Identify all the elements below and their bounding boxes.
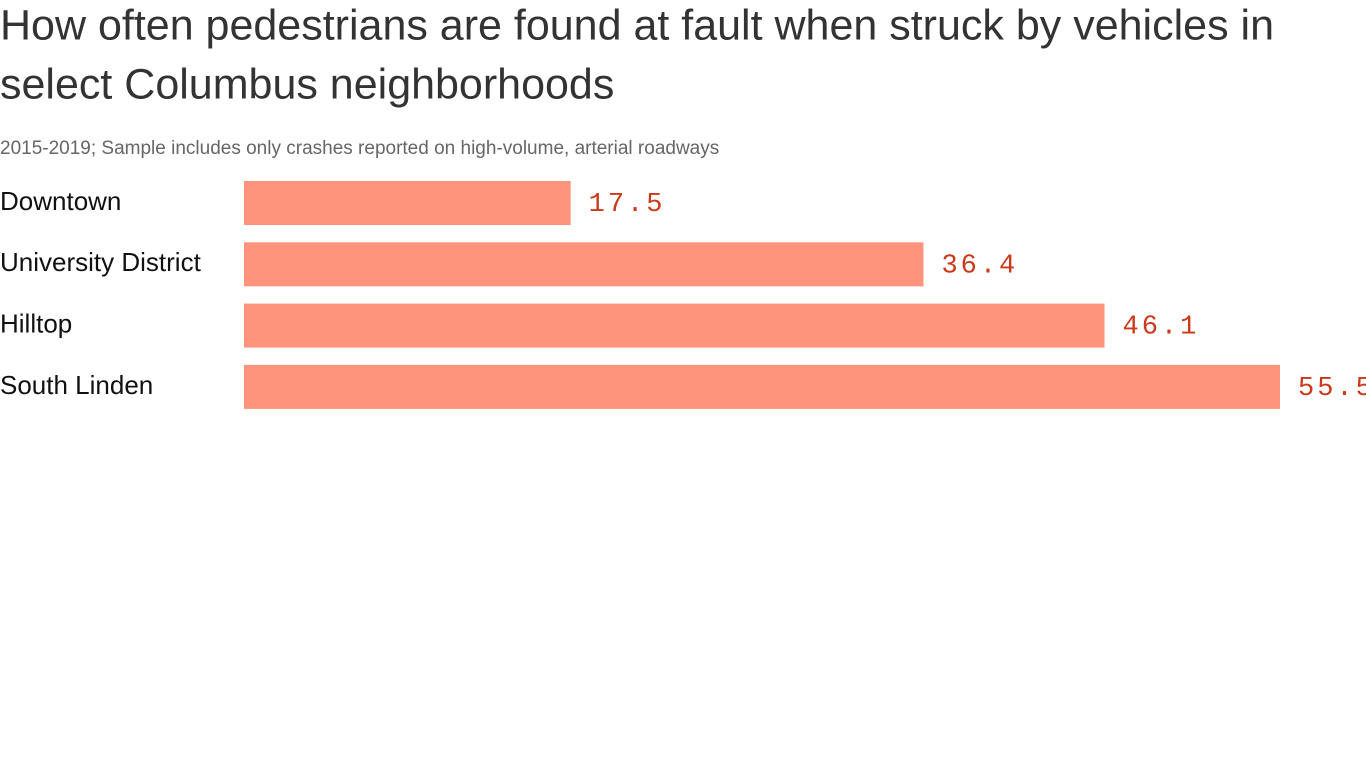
chart-title: select Columbus neighborhoods	[0, 60, 614, 108]
value-label: 36.4	[941, 251, 1018, 281]
value-label: 55.5	[1298, 374, 1366, 404]
value-label: 17.5	[589, 190, 666, 220]
category-label: Hilltop	[0, 308, 72, 338]
bar	[244, 181, 571, 225]
chart-subtitle: 2015-2019; Sample includes only crashes …	[0, 138, 719, 159]
bar	[244, 303, 1105, 348]
category-label: Downtown	[0, 186, 121, 216]
bar	[244, 364, 1280, 409]
category-label: South Linden	[0, 370, 153, 400]
bar	[244, 242, 924, 287]
chart-title: How often pedestrians are found at fault…	[0, 1, 1274, 49]
category-label: University District	[0, 247, 202, 277]
value-label: 46.1	[1123, 313, 1200, 343]
